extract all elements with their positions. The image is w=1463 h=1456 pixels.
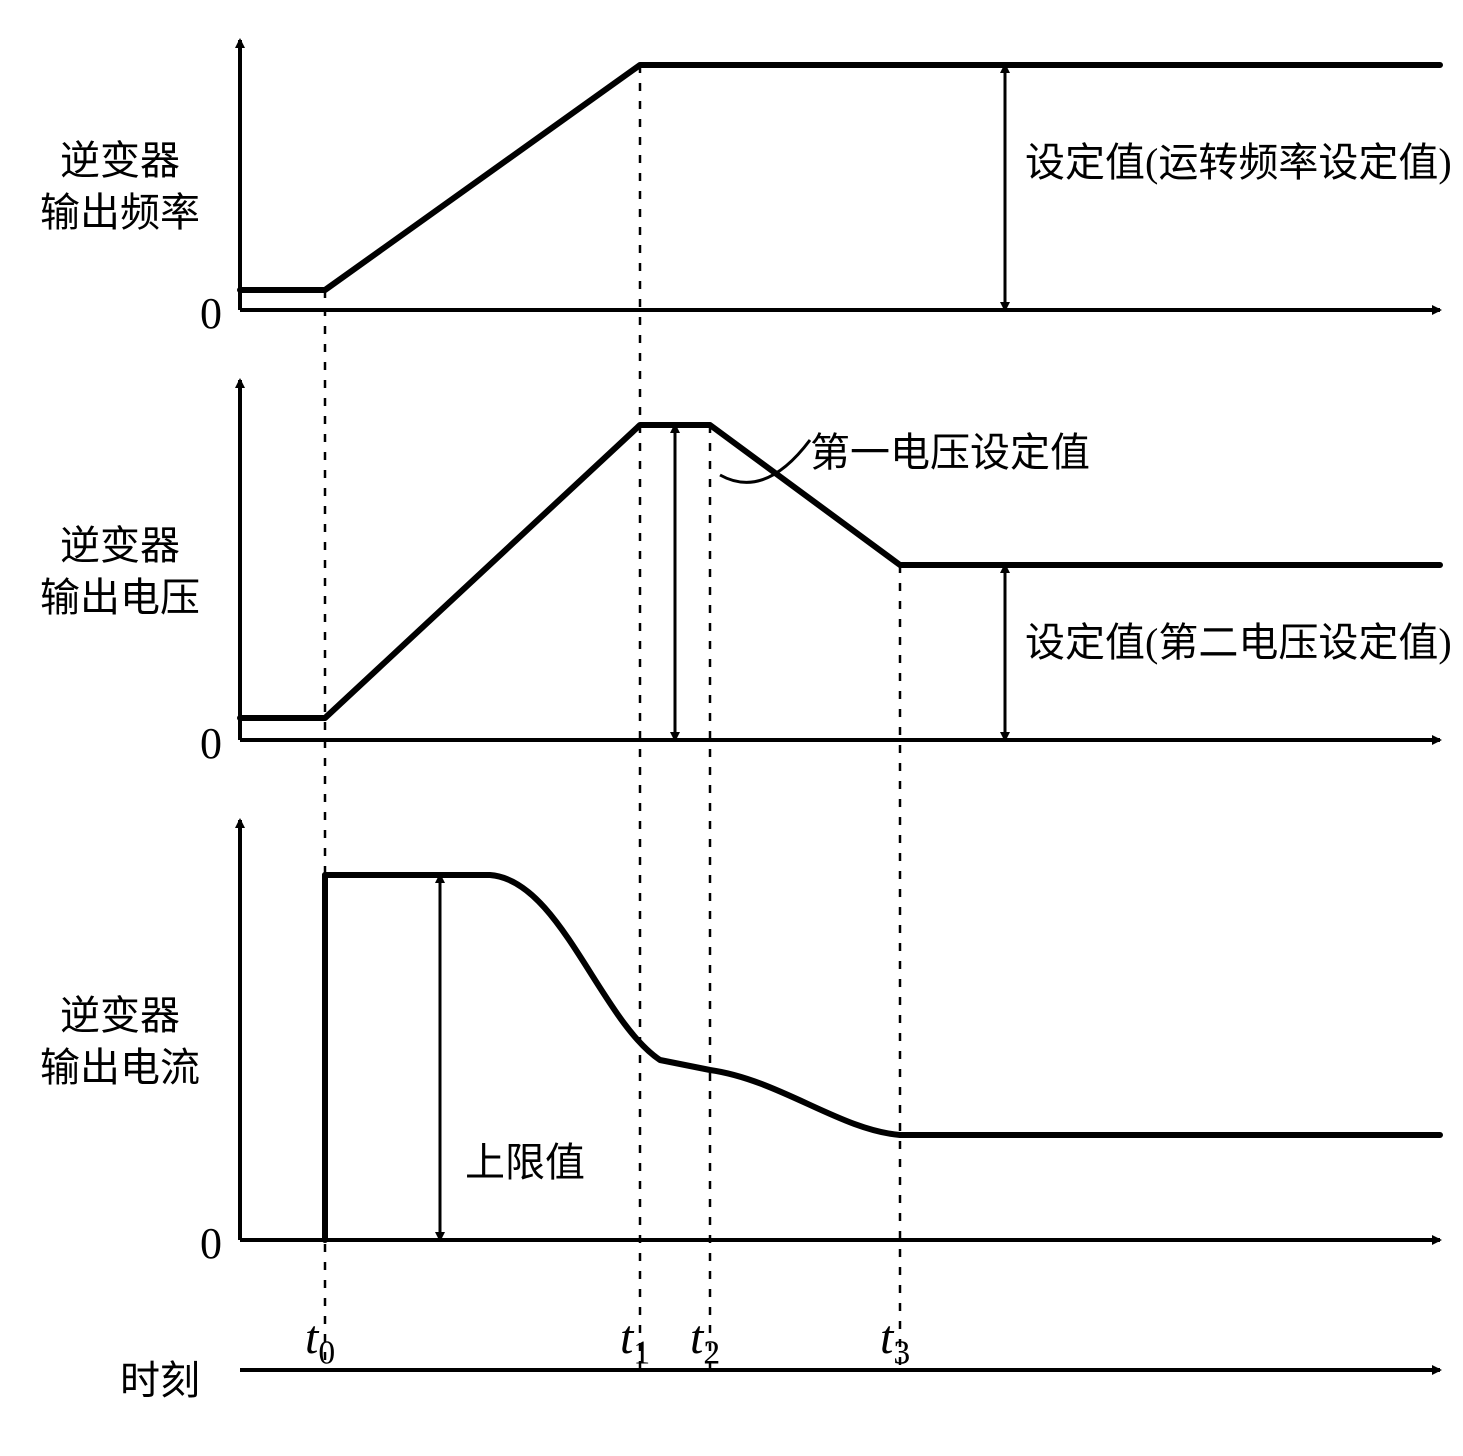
voltage-zero: 0: [200, 718, 222, 769]
tick-t3: t3: [880, 1310, 910, 1373]
time-axis-label: 时刻: [120, 1348, 200, 1406]
chart-svg: [20, 20, 1463, 1436]
first-voltage-label: 第一电压设定值: [810, 420, 1090, 478]
tick-t0: t0: [305, 1310, 335, 1373]
tick-t2: t2: [690, 1310, 720, 1373]
upper-limit-label: 上限值: [465, 1130, 585, 1188]
voltage-dim-label: 设定值(第二电压设定值): [1025, 610, 1452, 668]
freq-zero: 0: [200, 288, 222, 339]
tick-t1: t1: [620, 1310, 650, 1373]
freq-dim-label: 设定值(运转频率设定值): [1025, 130, 1452, 188]
current-zero: 0: [200, 1218, 222, 1269]
current-ylabel: 逆变器输出电流: [40, 990, 200, 1094]
freq-ylabel: 逆变器输出频率: [40, 135, 200, 239]
voltage-ylabel: 逆变器输出电压: [40, 520, 200, 624]
figure-root: 0逆变器输出频率设定值(运转频率设定值)0逆变器输出电压设定值(第二电压设定值)…: [20, 20, 1463, 1436]
